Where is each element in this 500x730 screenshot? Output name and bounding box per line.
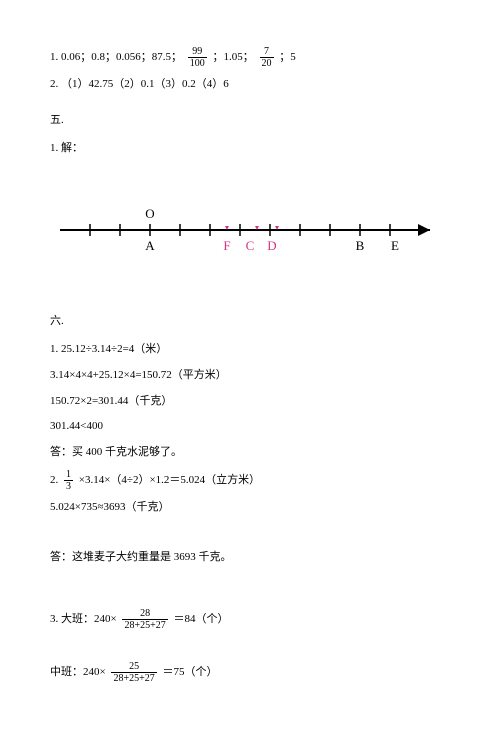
section-5-head: 五. [50, 111, 450, 131]
frac-num: 1 [64, 469, 73, 481]
sec5-l1: 1. 解： [50, 139, 450, 159]
s6p1-l5: 答：买 400 千克水泥够了。 [50, 443, 450, 463]
s6p3b-suffix: ＝75（个） [163, 666, 218, 678]
nl-label-B: B [356, 238, 365, 253]
frac-den: 28+25+27 [122, 620, 167, 631]
frac-den: 20 [260, 58, 274, 69]
s6p3b-prefix: 中班：240× [50, 666, 108, 678]
section-6-head: 六. [50, 312, 450, 332]
q2-line: 2. （1）42.75（2）0.1（3）0.2（4）6 [50, 75, 450, 95]
q1-frac2: 7 20 [260, 46, 274, 69]
s6p2-l3: 答：这堆麦子大约重量是 3693 千克。 [50, 548, 450, 568]
frac-den: 100 [188, 58, 207, 69]
q1-part3: ；5 [279, 51, 296, 63]
s6p2-rest: ×3.14×（4÷2）×1.2＝5.024（立方米） [79, 474, 260, 486]
s6p1-l2: 3.14×4×4+25.12×4=150.72（平方米） [50, 366, 450, 386]
s6p3a-prefix: 3. 大班：240× [50, 613, 119, 625]
q1-part2: ；1.05； [213, 51, 254, 63]
page: 1. 0.06；0.8；0.056；87.5； 99 100 ；1.05； 7 … [0, 0, 500, 730]
nl-label-D: D [267, 238, 276, 253]
s6p3-a: 3. 大班：240× 28 28+25+27 ＝84（个） [50, 608, 450, 631]
s6p2-l1: 2. 1 3 ×3.14×（4÷2）×1.2＝5.024（立方米） [50, 469, 450, 492]
frac-num: 7 [260, 46, 274, 58]
q1-part1: 1. 0.06；0.8；0.056；87.5； [50, 51, 182, 63]
s6p3a-suffix: ＝84（个） [174, 613, 229, 625]
s6p1-l4: 301.44<400 [50, 417, 450, 437]
nl-label-O: O [145, 206, 154, 221]
nl-label-F: F [223, 238, 230, 253]
q1-line: 1. 0.06；0.8；0.056；87.5； 99 100 ；1.05； 7 … [50, 46, 450, 69]
frac-num: 28 [122, 608, 167, 620]
q1-frac1: 99 100 [188, 46, 207, 69]
nl-label-C: C [246, 238, 255, 253]
frac-den: 3 [64, 481, 73, 492]
frac-num: 25 [111, 661, 156, 673]
s6p1-l3: 150.72×2=301.44（千克） [50, 392, 450, 412]
frac-den: 28+25+27 [111, 673, 156, 684]
number-line: O A F C D B E [50, 200, 450, 268]
s6p2-frac: 1 3 [64, 469, 73, 492]
s6p3-b: 中班：240× 25 28+25+27 ＝75（个） [50, 661, 450, 684]
number-line-svg: O A F C D B E [50, 200, 450, 260]
s6p3b-frac: 25 28+25+27 [111, 661, 156, 684]
s6p3a-frac: 28 28+25+27 [122, 608, 167, 631]
s6p1-l1: 1. 25.12÷3.14÷2=4（米） [50, 340, 450, 360]
s6p2-l2: 5.024×735≈3693（千克） [50, 498, 450, 518]
nl-label-A: A [145, 238, 155, 253]
nl-label-E: E [391, 238, 399, 253]
frac-num: 99 [188, 46, 207, 58]
s6p2-prefix: 2. [50, 474, 61, 486]
